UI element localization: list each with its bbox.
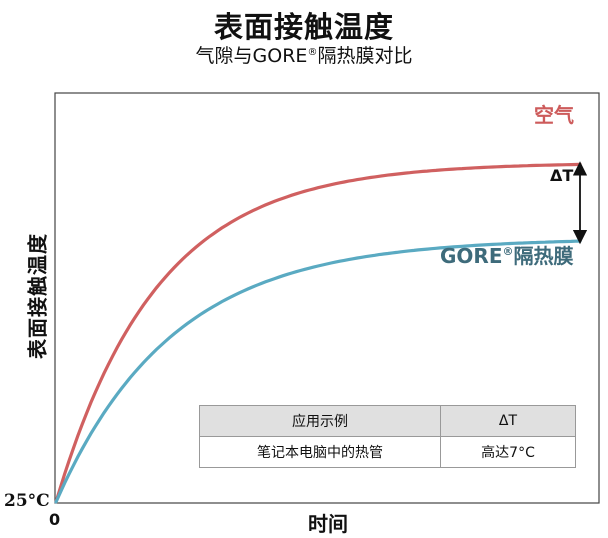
series-label-gore: GORE®隔热膜 [440, 240, 573, 269]
chart-title: 表面接触温度 [213, 10, 394, 44]
series-label-air: 空气 [534, 103, 574, 127]
chart-subtitle: 气隙与GORE®隔热膜对比 [0, 41, 608, 68]
x-min-tick-label: 0 [49, 510, 61, 529]
series-line-gore [54, 239, 582, 504]
series-line-air [54, 162, 582, 504]
gore-label-main: GORE [440, 244, 503, 268]
x-axis-label: 时间 [308, 512, 348, 536]
table-row: 笔记本电脑中的热管 高达7°C [199, 436, 576, 468]
subtitle-rest: 隔热膜对比 [317, 45, 413, 67]
gore-registered-mark: ® [502, 245, 514, 258]
subtitle-main: 气隙与GORE [195, 45, 308, 67]
table-header-application: 应用示例 [199, 405, 441, 437]
gore-label-rest: 隔热膜 [513, 244, 574, 268]
delta-t-label: ΔT [550, 166, 574, 185]
table-cell-application: 笔记本电脑中的热管 [199, 436, 441, 468]
plot-frame [54, 92, 600, 504]
registered-mark: ® [307, 47, 318, 58]
table-header-row: 应用示例 ΔT [199, 405, 576, 437]
table-cell-delta: 高达7°C [440, 436, 576, 468]
y-axis-label: 表面接触温度 [25, 233, 50, 359]
y-min-tick-label: 25°C [4, 491, 50, 511]
application-table: 应用示例 ΔT 笔记本电脑中的热管 高达7°C [199, 405, 576, 468]
table-header-delta: ΔT [440, 405, 576, 437]
